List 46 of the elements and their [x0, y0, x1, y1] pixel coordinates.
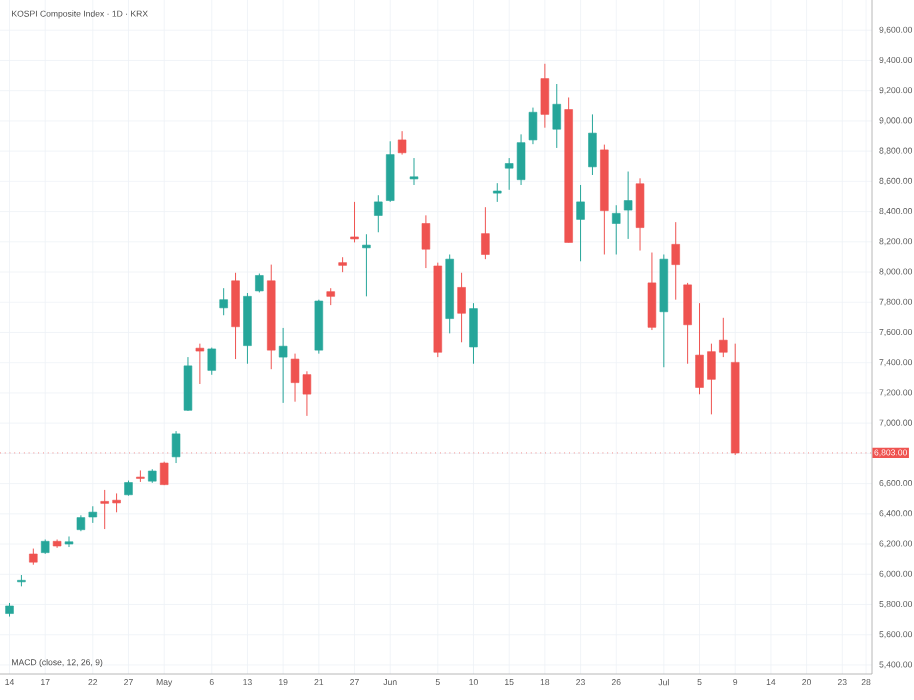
candlestick: [314, 299, 324, 355]
candlestick: [552, 83, 561, 149]
candlestick: [219, 287, 228, 316]
candlestick: [445, 253, 454, 334]
candlestick: [600, 144, 609, 255]
candlestick: [195, 343, 205, 385]
candlestick: [612, 204, 621, 255]
candlestick: [528, 107, 538, 145]
candlestick: [40, 539, 50, 555]
candlestick: [148, 468, 157, 484]
candlestick: [159, 461, 169, 486]
candlestick: [255, 273, 264, 293]
candlestick: [350, 201, 359, 243]
candlestick: [243, 292, 252, 365]
candlestick: [136, 469, 145, 483]
candlestick: [683, 282, 692, 365]
candlestick: [338, 256, 347, 273]
candlestick: [433, 262, 443, 358]
candlestick: [5, 602, 14, 618]
candlestick: [267, 264, 276, 370]
candlestick: [207, 347, 216, 376]
candlestick: [576, 184, 585, 262]
candlestick: [469, 302, 478, 365]
candlestick: [409, 157, 419, 186]
candlestick: [671, 221, 680, 301]
candlestick: [457, 272, 466, 343]
candlestick: [183, 356, 193, 412]
candlestick: [231, 272, 240, 360]
candlestick: [493, 182, 502, 203]
candlestick: [326, 287, 335, 306]
candlestick: [17, 574, 26, 587]
candlestick: [171, 430, 181, 464]
candlestick: [124, 480, 133, 497]
candlestick: [64, 535, 74, 548]
candlestick: [623, 171, 633, 240]
candlestick: [481, 206, 490, 260]
candlestick: [588, 113, 597, 176]
candlestick: [564, 96, 573, 243]
candlestick: [385, 140, 395, 203]
candlestick: [52, 539, 62, 549]
candlestick: [659, 253, 669, 368]
candlestick: [374, 194, 383, 233]
candlestick: [647, 252, 657, 331]
candlestick: [29, 548, 38, 566]
candlestick: [635, 177, 645, 252]
candlestick: [362, 233, 371, 297]
